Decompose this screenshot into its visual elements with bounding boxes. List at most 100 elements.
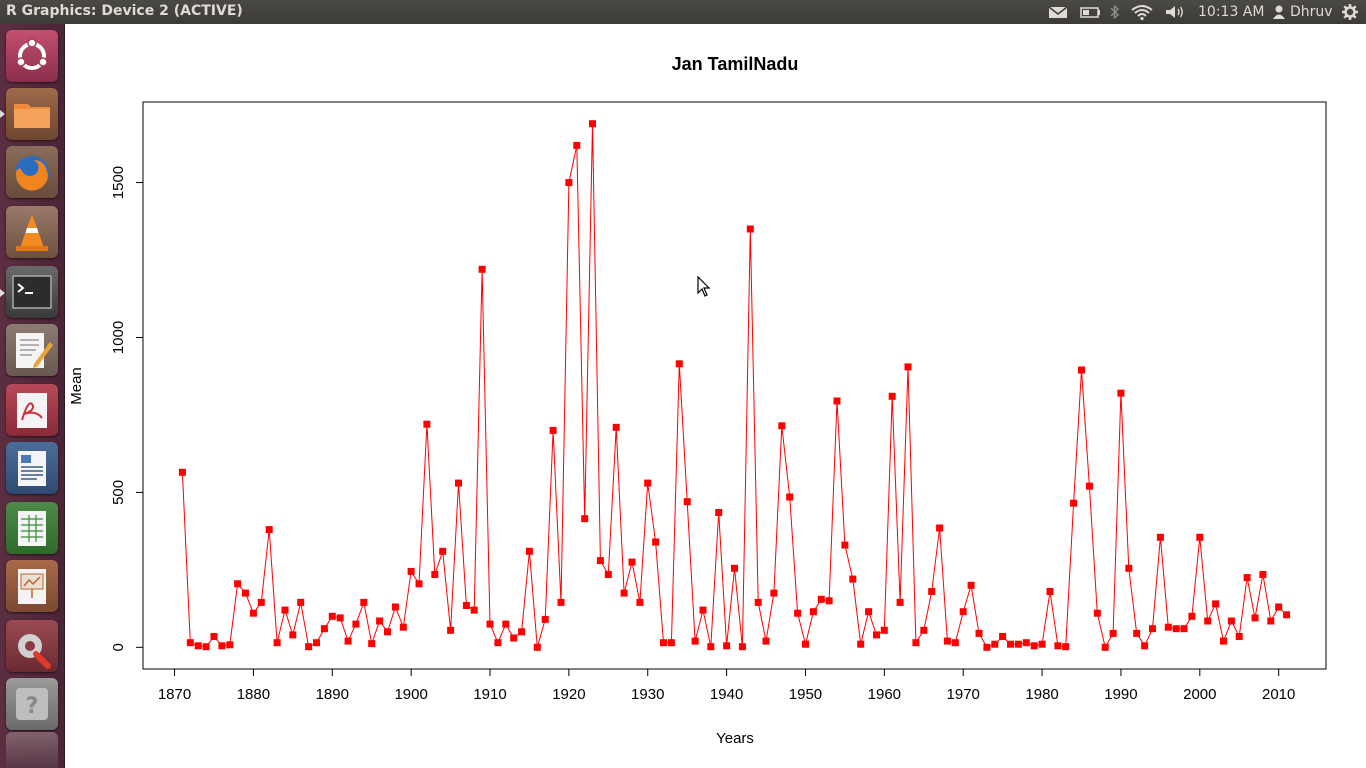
data-point: [1046, 588, 1054, 595]
data-point: [431, 571, 439, 578]
spreadsheet-icon: [18, 511, 46, 546]
data-point: [699, 606, 707, 614]
data-point: [194, 642, 202, 650]
battery-icon[interactable]: [1080, 3, 1102, 21]
data-point: [936, 524, 944, 532]
data-point: [486, 620, 494, 628]
x-axis-label: Years: [716, 730, 754, 747]
volume-icon[interactable]: [1164, 3, 1186, 21]
wifi-icon[interactable]: [1130, 3, 1154, 21]
data-point: [920, 626, 928, 634]
data-point: [273, 639, 281, 647]
data-point: [1227, 617, 1235, 625]
data-point: [1109, 629, 1117, 637]
vlc-button[interactable]: [6, 206, 58, 258]
text-editor-button[interactable]: [6, 324, 58, 376]
data-point: [305, 643, 313, 651]
data-point: [1204, 617, 1212, 625]
launcher-trash-stack[interactable]: [6, 732, 58, 768]
data-point: [565, 179, 573, 187]
gear-icon[interactable]: [1341, 3, 1359, 21]
presentation-icon: [18, 569, 46, 604]
mail-icon[interactable]: [1048, 3, 1068, 21]
x-tick-label: 1890: [316, 686, 349, 703]
x-tick-label: 2000: [1183, 686, 1216, 703]
terminal-button[interactable]: [6, 266, 58, 318]
text-editor-icon: [16, 333, 53, 368]
y-tick-label: 500: [110, 480, 127, 505]
y-tick-label: 1000: [110, 321, 127, 354]
line-chart: Jan TamilNadu 1870 1880 1890 1900 1910 1920 19…: [68, 54, 1327, 747]
y-axis: 0 500 1000 1500: [110, 166, 144, 651]
data-point: [218, 642, 226, 650]
data-point: [1054, 642, 1062, 650]
libreoffice-writer-button[interactable]: [6, 442, 58, 494]
data-point: [802, 640, 809, 648]
data-point: [1070, 499, 1078, 507]
running-indicator: [0, 110, 5, 118]
data-point: [770, 589, 778, 597]
x-tick-label: 1940: [710, 686, 743, 703]
user-icon[interactable]: [1272, 3, 1286, 21]
x-tick-label: 1870: [158, 686, 191, 703]
vlc-cone-icon: [16, 214, 48, 251]
data-point: [683, 498, 691, 506]
terminal-icon: [12, 275, 52, 309]
y-axis-label: Mean: [68, 367, 85, 405]
data-point: [999, 633, 1007, 640]
data-point: [1101, 643, 1109, 651]
x-tick-label: 1980: [1025, 686, 1058, 703]
data-point: [833, 397, 841, 405]
data-point: [1196, 533, 1204, 541]
files-button[interactable]: [6, 88, 58, 140]
writer-document-icon: [18, 451, 46, 486]
data-point: [557, 598, 565, 606]
x-tick-label: 1930: [631, 686, 664, 703]
folder-icon: [14, 104, 50, 128]
data-point: [391, 603, 399, 611]
unknown-app-button[interactable]: ?: [6, 678, 58, 730]
data-point: [857, 640, 865, 648]
data-point: [873, 631, 880, 639]
data-point: [447, 626, 455, 634]
bluetooth-icon[interactable]: [1108, 3, 1122, 21]
data-point: [226, 641, 234, 649]
x-tick-label: 1880: [237, 686, 270, 703]
data-point: [581, 515, 589, 523]
clock[interactable]: 10:13 AM: [1198, 4, 1265, 20]
libreoffice-impress-button[interactable]: [6, 560, 58, 612]
data-point: [794, 609, 802, 617]
pdf-viewer-button[interactable]: [6, 384, 58, 436]
data-point: [257, 598, 265, 606]
settings-wrench-icon: [18, 634, 51, 669]
data-point: [1180, 625, 1188, 633]
data-point: [1125, 564, 1133, 572]
data-point: [731, 564, 738, 572]
data-point: [1038, 640, 1046, 648]
data-point: [825, 597, 833, 605]
data-point: [1188, 612, 1196, 620]
system-settings-button[interactable]: [6, 620, 58, 672]
launcher: ?: [0, 24, 65, 768]
data-point: [849, 575, 857, 583]
data-point: [573, 141, 581, 149]
data-point: [455, 479, 462, 487]
data-point: [1267, 617, 1275, 625]
data-point: [951, 639, 959, 647]
data-point: [975, 629, 983, 637]
data-point: [344, 637, 352, 645]
ubuntu-dash-button[interactable]: [6, 30, 58, 82]
libreoffice-calc-button[interactable]: [6, 502, 58, 554]
data-point: [242, 589, 249, 597]
data-point: [967, 581, 975, 589]
data-point: [1022, 639, 1030, 647]
firefox-button[interactable]: [6, 146, 58, 198]
data-point: [1014, 640, 1022, 648]
data-point: [1085, 482, 1093, 490]
user-name[interactable]: Dhruv: [1290, 4, 1333, 20]
data-point: [336, 614, 344, 622]
data-point: [462, 602, 470, 609]
data-point: [541, 615, 549, 623]
data-point: [249, 609, 257, 617]
data-point: [502, 620, 510, 628]
